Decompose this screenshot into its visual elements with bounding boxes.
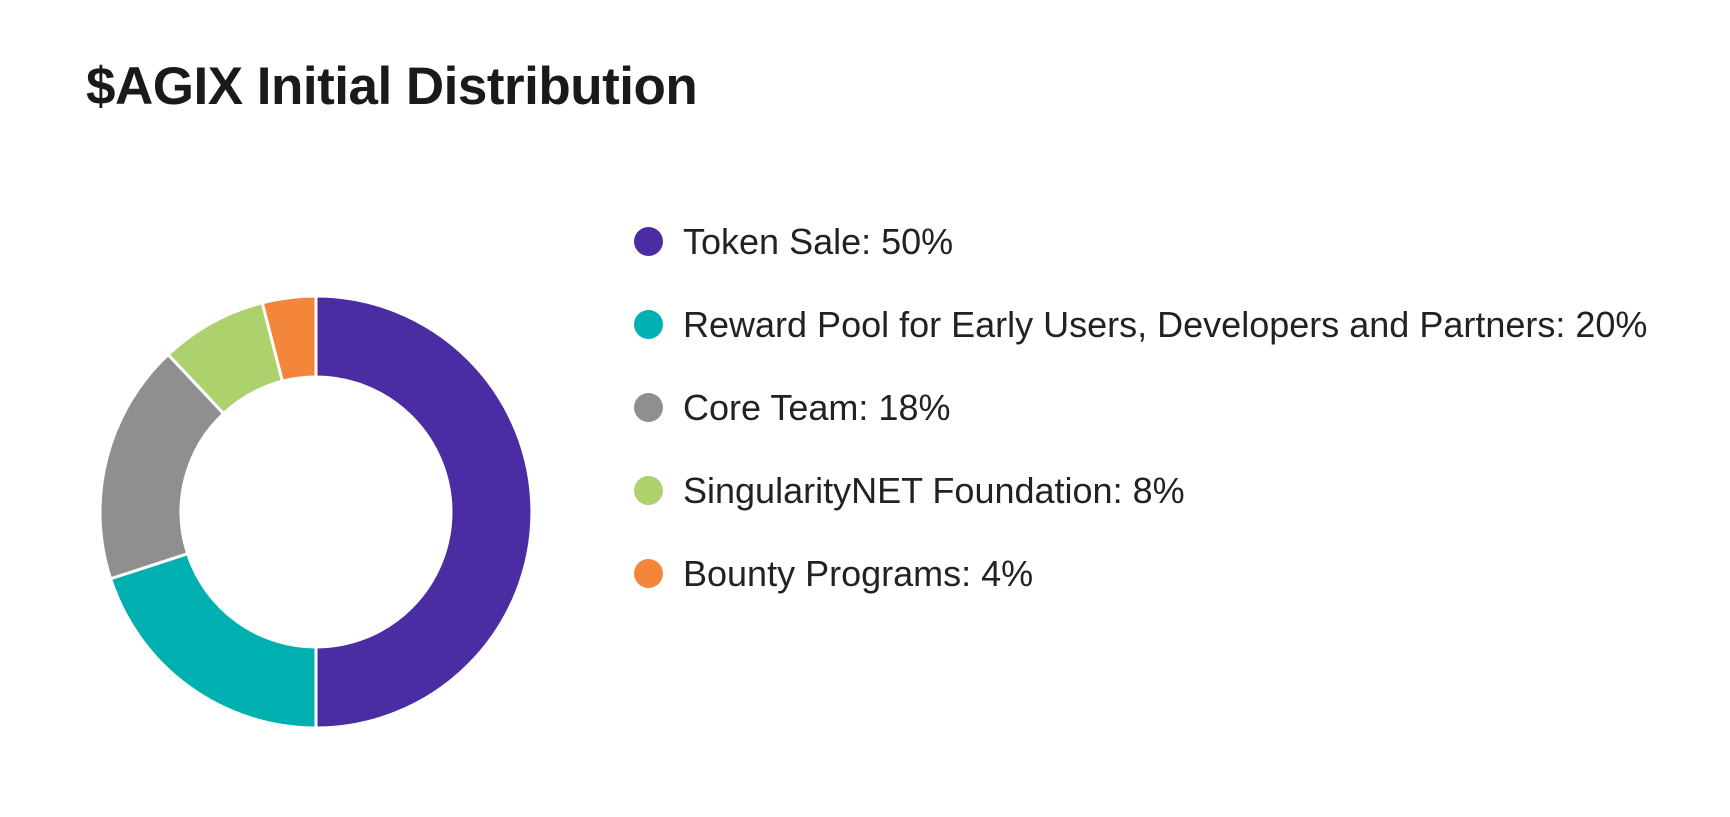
legend-dot-icon (634, 476, 663, 505)
legend-dot-icon (634, 310, 663, 339)
legend-dot-icon (634, 393, 663, 422)
legend-label: SingularityNET Foundation: 8% (683, 469, 1185, 511)
chart-legend: Token Sale: 50% Reward Pool for Early Use… (634, 200, 1647, 615)
legend-item-5[interactable]: Bounty Programs: 4% (634, 532, 1647, 615)
legend-label: Bounty Programs: 4% (683, 552, 1034, 594)
legend-item-1[interactable]: Token Sale: 50% (634, 200, 1647, 283)
donut-slice-1[interactable] (314, 294, 534, 730)
legend-dot-icon (634, 227, 663, 256)
donut-slice-2[interactable] (109, 552, 318, 730)
donut-slices (98, 294, 534, 730)
chart-title: $AGIX Initial Distribution (86, 57, 698, 116)
legend-dot-icon (634, 559, 663, 588)
legend-item-4[interactable]: SingularityNET Foundation: 8% (634, 449, 1647, 532)
legend-label: Token Sale: 50% (683, 220, 954, 262)
legend-label: Core Team: 18% (683, 386, 951, 428)
legend-item-2[interactable]: Reward Pool for Early Users, Developers … (634, 283, 1647, 366)
donut-chart (98, 294, 534, 730)
donut-slice-5[interactable] (260, 294, 318, 383)
legend-item-3[interactable]: Core Team: 18% (634, 366, 1647, 449)
legend-label: Reward Pool for Early Users, Developers … (683, 303, 1648, 345)
